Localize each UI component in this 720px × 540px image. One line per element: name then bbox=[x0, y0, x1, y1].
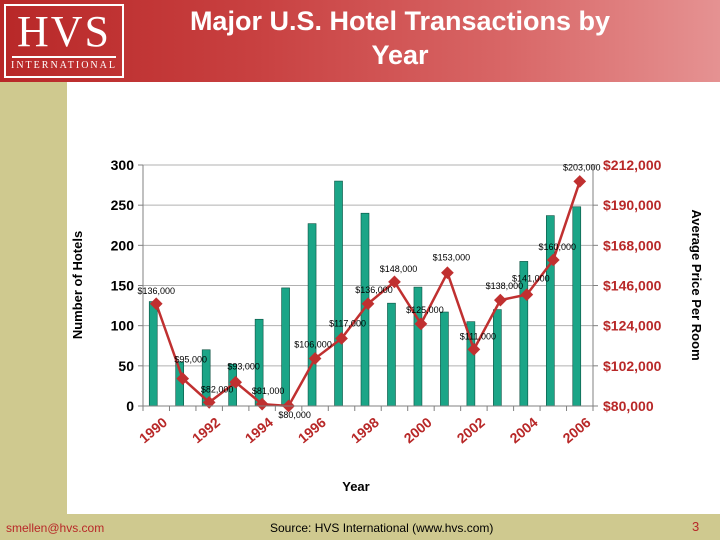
right-axis-title: Average Price Per Room bbox=[689, 209, 704, 360]
price-label-2004: $141,000 bbox=[512, 274, 550, 284]
x-axis-tick-label: 2004 bbox=[507, 414, 541, 446]
left-axis-tick-label: 300 bbox=[111, 157, 135, 173]
footer-source: Source: HVS International (www.hvs.com) bbox=[270, 521, 494, 535]
price-marker-2003 bbox=[493, 293, 507, 307]
bar-hotels-1997 bbox=[334, 180, 343, 407]
price-label-2005: $160,000 bbox=[539, 242, 577, 252]
slide-title: Major U.S. Hotel Transactions by Year bbox=[150, 4, 650, 72]
price-label-1990: $136,000 bbox=[137, 286, 175, 296]
price-marker-1998 bbox=[361, 297, 375, 311]
left-axis-tick-label: 100 bbox=[111, 318, 135, 334]
title-line-1: Major U.S. Hotel Transactions by bbox=[189, 6, 611, 36]
title-line-2: Year bbox=[371, 40, 429, 70]
footer-email: smellen@hvs.com bbox=[6, 521, 105, 535]
price-marker-1993 bbox=[229, 375, 243, 389]
price-label-2003: $138,000 bbox=[486, 281, 524, 291]
bar-hotels-2001 bbox=[440, 311, 449, 407]
right-axis-tick-label: $190,000 bbox=[603, 197, 662, 213]
price-marker-2002 bbox=[467, 343, 481, 356]
price-label-1994: $81,000 bbox=[252, 386, 285, 396]
price-label-1996: $106,000 bbox=[294, 340, 332, 350]
price-label-1995: $80,000 bbox=[278, 410, 311, 420]
footer-bar: smellen@hvs.com Source: HVS Internationa… bbox=[0, 514, 720, 540]
price-marker-1994 bbox=[255, 397, 269, 411]
right-axis-tick-label: $80,000 bbox=[603, 398, 654, 414]
price-label-2000: $125,000 bbox=[406, 305, 444, 315]
right-axis-tick-label: $124,000 bbox=[603, 318, 662, 334]
price-marker-1999 bbox=[388, 275, 401, 289]
bar-hotels-2006 bbox=[572, 206, 582, 407]
left-axis-tick-label: 250 bbox=[111, 197, 135, 213]
x-axis-tick-label: 1994 bbox=[242, 414, 276, 446]
logo-rule bbox=[12, 56, 116, 58]
bar-hotels-1996 bbox=[307, 223, 317, 407]
page-number: 3 bbox=[692, 519, 700, 534]
left-axis-tick-label: 0 bbox=[126, 398, 134, 414]
right-axis-tick-label: $168,000 bbox=[603, 237, 662, 253]
left-axis-title: Number of Hotels bbox=[70, 231, 85, 339]
price-label-1997: $117,000 bbox=[329, 318, 366, 328]
price-marker-1996 bbox=[308, 352, 322, 365]
x-axis-tick-label: 2002 bbox=[454, 414, 488, 446]
price-marker-2000 bbox=[414, 317, 428, 331]
bar-hotels-1999 bbox=[387, 302, 396, 407]
left-axis-tick-label: 200 bbox=[111, 237, 135, 253]
left-axis-tick-label: 50 bbox=[118, 358, 134, 374]
x-axis-tick-label: 1992 bbox=[189, 414, 223, 446]
price-label-2002: $111,000 bbox=[460, 331, 496, 341]
right-axis-tick-label: $146,000 bbox=[603, 278, 662, 294]
hvs-logo: HVS INTERNATIONAL bbox=[4, 4, 124, 78]
right-axis-tick-label: $212,000 bbox=[603, 157, 662, 173]
price-data-labels: $136,000 $95,000 $82,000 $93,000 $81,000 $80,… bbox=[137, 162, 600, 420]
price-label-1998: $136,000 bbox=[355, 285, 393, 295]
x-axis-tick-label: 1998 bbox=[348, 414, 382, 446]
right-axis-tick-label: $102,000 bbox=[603, 358, 662, 374]
price-marker-1991 bbox=[176, 372, 190, 385]
x-axis-tick-label: 2000 bbox=[401, 414, 435, 446]
price-label-2006: $203,000 bbox=[563, 162, 601, 172]
price-label-2001: $153,000 bbox=[433, 253, 471, 263]
x-axis-tick-label: 2006 bbox=[559, 414, 593, 446]
left-axis-tick-label: 150 bbox=[111, 278, 135, 294]
logo-subtitle: INTERNATIONAL bbox=[11, 60, 117, 71]
bar-hotels-2003 bbox=[493, 309, 502, 407]
price-marker-1990 bbox=[149, 297, 163, 311]
left-decorative-band bbox=[0, 82, 67, 514]
price-label-1991: $95,000 bbox=[174, 355, 207, 365]
price-marker-1997 bbox=[335, 332, 348, 345]
price-label-1992: $82,000 bbox=[201, 384, 234, 394]
header-banner: HVS INTERNATIONAL Major U.S. Hotel Trans… bbox=[0, 0, 720, 82]
logo-mark: HVS bbox=[16, 7, 112, 56]
price-label-1999: $148,000 bbox=[380, 264, 418, 274]
x-axis-title: Year bbox=[342, 479, 369, 494]
x-axis-tick-label: 1990 bbox=[136, 414, 170, 446]
bar-hotels-1990 bbox=[148, 301, 158, 407]
price-marker-2006 bbox=[573, 175, 587, 188]
price-label-1993: $93,000 bbox=[227, 361, 260, 371]
price-marker-2001 bbox=[441, 266, 454, 280]
